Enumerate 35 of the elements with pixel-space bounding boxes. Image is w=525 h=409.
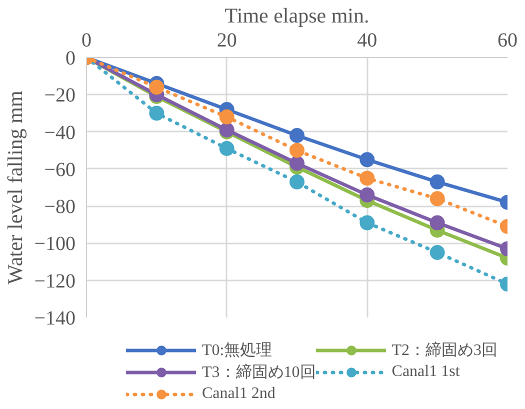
x-axis-title: Time elapse min.	[224, 4, 370, 28]
point	[149, 106, 164, 121]
point	[290, 128, 304, 143]
y-tick-label: −120	[34, 270, 76, 292]
point	[290, 156, 304, 171]
y-tick-label: 0	[66, 48, 76, 70]
y-tick-label: −100	[34, 233, 76, 256]
y-axis-title: Water level falling mm	[3, 90, 28, 284]
legend-label: T2：締固め3回	[392, 340, 498, 360]
point	[290, 174, 304, 190]
point	[360, 215, 375, 230]
legend-label: Canal1 1st	[392, 362, 460, 382]
point	[290, 142, 304, 158]
point	[430, 174, 445, 190]
x-tick-label: 20	[216, 30, 237, 52]
x-tick-label: 60	[498, 30, 518, 52]
legend-label: Canal1 2nd	[202, 384, 276, 404]
point	[430, 191, 445, 206]
point	[149, 80, 164, 95]
y-tick-label: −80	[44, 196, 76, 218]
point	[430, 245, 445, 260]
point	[430, 215, 445, 230]
point	[360, 170, 375, 186]
point	[360, 187, 375, 202]
point	[219, 141, 234, 156]
y-tick-label: −140	[34, 308, 76, 330]
legend-label: T0:無処理	[202, 340, 272, 360]
y-tick-label: −20	[44, 84, 76, 107]
point	[360, 152, 375, 168]
legend-label: T3：締固め10回	[202, 362, 316, 382]
y-tick-label: −40	[44, 122, 76, 144]
y-tick-label: −60	[44, 158, 76, 181]
point	[219, 109, 234, 124]
x-tick-label: 0	[82, 30, 92, 52]
x-tick-label: 40	[357, 30, 378, 52]
